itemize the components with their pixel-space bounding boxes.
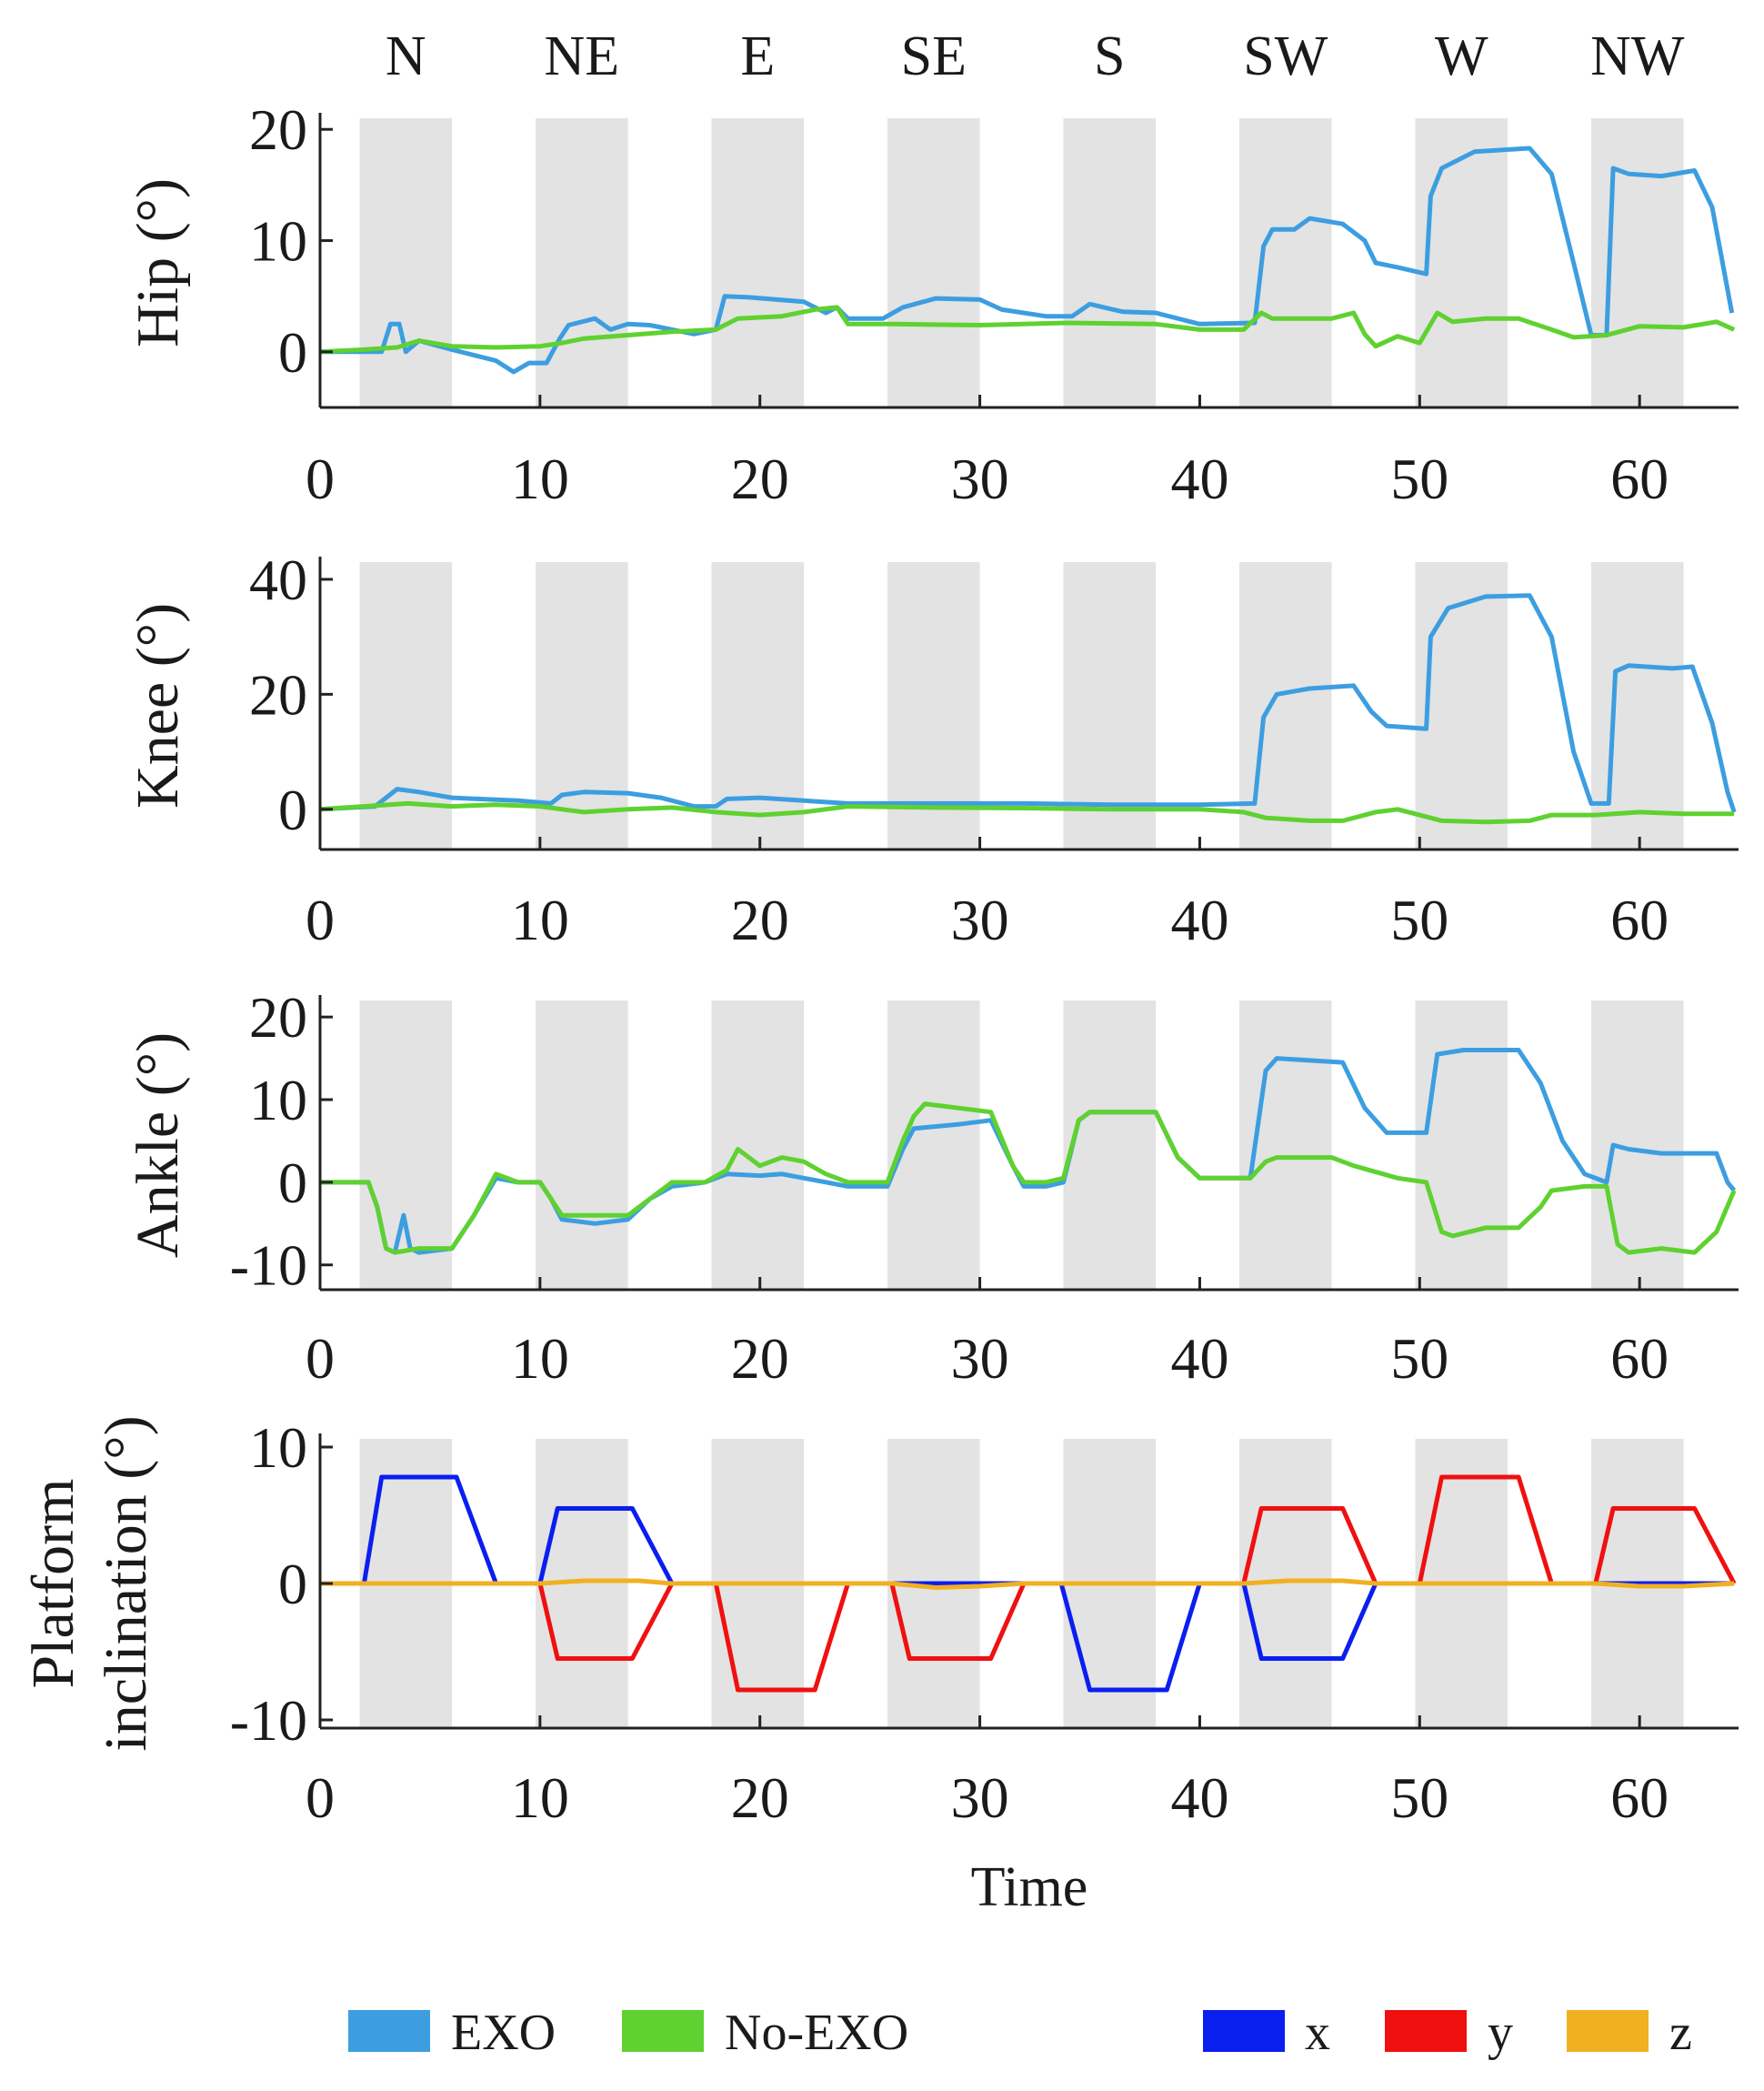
direction-label-s: S xyxy=(1094,25,1125,87)
shaded-band xyxy=(711,1000,805,1290)
knee-x-tick-label: 10 xyxy=(511,888,569,952)
shaded-band xyxy=(1590,562,1684,849)
shaded-band xyxy=(1415,1000,1508,1290)
ankle-x-tick-label: 50 xyxy=(1390,1326,1448,1391)
platform-x-tick-label: 40 xyxy=(1170,1765,1228,1830)
platform-x-tick-label: 50 xyxy=(1390,1765,1448,1830)
ankle-y-tick-label: 0 xyxy=(278,1151,307,1215)
hip-x-tick-label: 0 xyxy=(306,447,335,511)
legend-label-y: y xyxy=(1488,2005,1513,2061)
shaded-band xyxy=(1238,118,1332,407)
knee-panel: 0 20 40 0 10 20 30 40 50 60 Knee (°) xyxy=(125,548,1739,952)
ankle-x-tick-label: 10 xyxy=(511,1326,569,1391)
shaded-band xyxy=(359,118,453,407)
hip-y-axis-label: Hip (°) xyxy=(125,178,191,347)
legend-swatch-noexo xyxy=(622,2010,704,2052)
hip-y-tick-label: 20 xyxy=(249,97,307,162)
legend-swatch-exo xyxy=(348,2010,430,2052)
x-axis-label: Time xyxy=(971,1856,1088,1918)
knee-series-no-exo xyxy=(319,800,1735,825)
platform-x-tick-label: 0 xyxy=(306,1765,335,1830)
shaded-band xyxy=(1063,562,1157,849)
ankle-series-no-exo xyxy=(320,1101,1737,1255)
direction-label-sw: SW xyxy=(1243,25,1328,87)
ankle-y-tick-label: -10 xyxy=(230,1233,307,1298)
hip-series-exo xyxy=(320,146,1735,375)
knee-x-tick-label: 30 xyxy=(951,888,1009,952)
knee-x-tick-label: 40 xyxy=(1170,888,1228,952)
legend-label-noexo: No-EXO xyxy=(725,2005,908,2061)
shaded-band xyxy=(1415,118,1508,407)
hip-x-tick-label: 50 xyxy=(1390,447,1448,511)
knee-x-tick-label: 50 xyxy=(1390,888,1448,952)
hip-x-tick-label: 60 xyxy=(1610,447,1669,511)
knee-x-tick-label: 20 xyxy=(731,888,789,952)
shaded-band xyxy=(711,562,805,849)
ankle-panel: -10 0 10 20 0 10 20 30 40 50 60 Ankle (°) xyxy=(125,985,1739,1391)
hip-panel: 0 10 20 0 10 20 30 40 50 60 Hip (°) xyxy=(125,97,1739,511)
shaded-band xyxy=(1063,1000,1157,1290)
hip-y-tick-label: 10 xyxy=(249,209,307,274)
direction-label-e: E xyxy=(740,25,775,87)
ankle-x-tick-label: 0 xyxy=(306,1326,335,1391)
hip-x-tick-label: 40 xyxy=(1170,447,1228,511)
direction-label-se: SE xyxy=(901,25,967,87)
direction-label-ne: NE xyxy=(544,25,619,87)
platform-panel: -10 0 10 0 10 20 30 40 50 60 Platform inclination (… xyxy=(20,1415,1739,1830)
platform-x-tick-label: 30 xyxy=(951,1765,1009,1830)
shaded-band xyxy=(1415,562,1508,849)
shaded-band xyxy=(1063,118,1157,407)
platform-x-tick-label: 20 xyxy=(731,1765,789,1830)
direction-labels: N NE E SE S SW W NW xyxy=(386,25,1685,87)
legend-swatch-x xyxy=(1203,2010,1285,2052)
ankle-y-tick-label: 10 xyxy=(249,1068,307,1132)
platform-y-axis-label: Platform inclination (°) xyxy=(20,1415,159,1751)
ankle-x-tick-label: 40 xyxy=(1170,1326,1228,1391)
knee-x-tick-label: 0 xyxy=(306,888,335,952)
platform-series-z xyxy=(320,1578,1735,1590)
direction-label-n: N xyxy=(386,25,426,87)
ankle-y-tick-label: 20 xyxy=(249,985,307,1050)
hip-x-tick-label: 10 xyxy=(511,447,569,511)
knee-y-axis-label: Knee (°) xyxy=(125,603,191,809)
legend-label-z: z xyxy=(1669,2005,1692,2061)
platform-y-axis-label-line: inclination (°) xyxy=(93,1415,159,1751)
ankle-x-tick-label: 30 xyxy=(951,1326,1009,1391)
shaded-band xyxy=(536,118,628,407)
shaded-band xyxy=(1590,118,1684,407)
legend-swatch-y xyxy=(1385,2010,1467,2052)
hip-y-tick-label: 0 xyxy=(278,320,307,385)
hip-x-tick-label: 20 xyxy=(731,447,789,511)
legend-label-exo: EXO xyxy=(451,2005,556,2061)
ankle-x-tick-label: 20 xyxy=(731,1326,789,1391)
hip-series-no-exo xyxy=(319,305,1736,355)
platform-y-tick-label: 10 xyxy=(249,1415,307,1480)
legend-label-x: x xyxy=(1305,2005,1330,2061)
knee-y-tick-label: 0 xyxy=(278,778,307,842)
shaded-band xyxy=(359,1000,453,1290)
shaded-band xyxy=(887,118,980,407)
platform-y-tick-label: -10 xyxy=(230,1688,307,1753)
legend-swatch-z xyxy=(1567,2010,1649,2052)
shaded-band xyxy=(1590,1000,1684,1290)
shaded-band xyxy=(711,118,805,407)
shaded-band xyxy=(536,1000,628,1290)
direction-label-nw: NW xyxy=(1590,25,1685,87)
hip-x-tick-label: 30 xyxy=(951,447,1009,511)
platform-x-tick-label: 60 xyxy=(1610,1765,1669,1830)
platform-y-tick-label: 0 xyxy=(278,1552,307,1616)
knee-x-tick-label: 60 xyxy=(1610,888,1669,952)
platform-x-tick-label: 10 xyxy=(511,1765,569,1830)
knee-y-tick-label: 40 xyxy=(249,548,307,612)
ankle-x-tick-label: 60 xyxy=(1610,1326,1669,1391)
ankle-y-axis-label: Ankle (°) xyxy=(125,1032,191,1258)
direction-label-w: W xyxy=(1435,25,1488,87)
platform-y-axis-label-line: Platform xyxy=(20,1479,86,1689)
knee-series-exo xyxy=(319,593,1737,813)
legend: EXO No-EXO x y z xyxy=(348,2005,1692,2061)
knee-y-tick-label: 20 xyxy=(249,662,307,727)
shaded-band xyxy=(1238,562,1332,849)
